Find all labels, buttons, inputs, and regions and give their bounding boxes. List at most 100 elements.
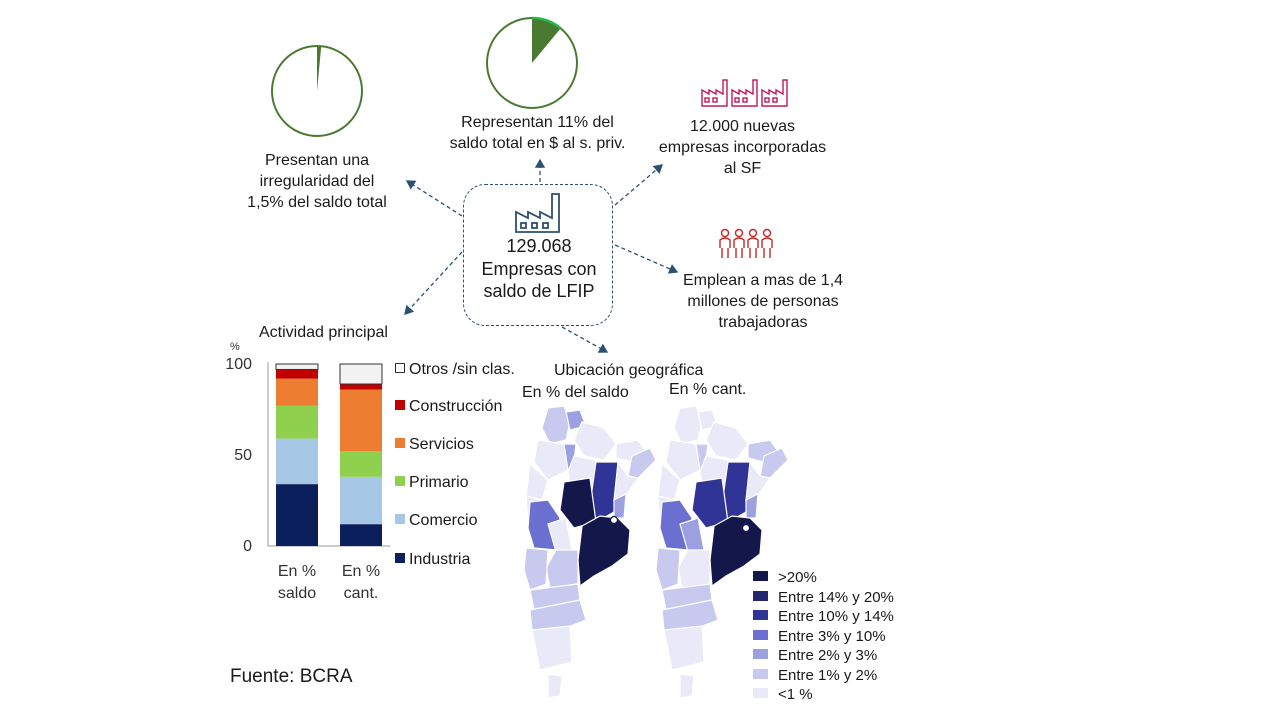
map-saldo-entrerios [613, 492, 627, 519]
map-saldo [523, 405, 657, 699]
map-saldo-north-b [573, 421, 617, 461]
bar-segment-primario [276, 405, 318, 439]
share-text: Representan 11% del saldo total en $ al … [415, 112, 660, 154]
company-count: 129.068 [506, 236, 572, 256]
y-tick-label: 50 [234, 447, 252, 464]
company-count-label: Empresas con saldo de LFIP [464, 258, 614, 302]
map-legend-label: Entre 10% y 14% [778, 608, 894, 625]
map-saldo-neuquen [523, 547, 549, 591]
map-legend-item: >20% [753, 569, 817, 587]
new-line2: empresas incorporadas [658, 139, 827, 156]
irregularity-line1: Presentan una [264, 152, 370, 169]
irregularity-pie-slice [317, 46, 322, 91]
map-saldo-catamarca [533, 439, 569, 481]
bar-segment-industria [340, 524, 382, 546]
map-legend-label: >20% [778, 569, 817, 586]
map-legend-swatch [753, 688, 768, 698]
x-category-label: saldo [278, 585, 316, 602]
center-summary-box: 129.068 Empresas con saldo de LFIP [463, 184, 613, 326]
bar-segment-primario [340, 451, 382, 477]
employ-text: Emplean a mas de 1,4 millones de persona… [668, 270, 858, 333]
legend-item-services: Servicios [395, 435, 474, 455]
arrow-to-new [614, 164, 663, 206]
bar-segment-comercio [340, 476, 382, 525]
arrow-to-activity [404, 251, 463, 315]
bar-segment-servicios [276, 378, 318, 406]
legend-item-primary: Primario [395, 473, 469, 493]
y-tick-label: 100 [225, 356, 252, 373]
map-cant-ne-b [759, 447, 789, 479]
legend-label-services: Servicios [409, 436, 474, 453]
map-saldo-buenosaires [577, 515, 631, 588]
map-legend-item: Entre 2% y 3% [753, 647, 877, 665]
map-cant-neuquen [655, 547, 681, 591]
irregularity-line2: irregularidad del [259, 173, 375, 190]
bar-segment-industria [276, 484, 318, 546]
activity-chart-title: Actividad principal [259, 324, 388, 341]
x-category-label: cant. [344, 585, 379, 602]
irregularity-text: Presentan una irregularidad del 1,5% del… [222, 150, 412, 213]
arrow-to-geo [561, 326, 609, 353]
legend-label-commerce: Comercio [409, 512, 478, 529]
new-companies-text: 12.000 nuevas empresas incorporadas al S… [640, 116, 845, 179]
factories-icon [701, 79, 788, 107]
legend-swatch-commerce [395, 514, 405, 524]
company-label-line1: Empresas con [481, 259, 597, 279]
map-cant-entrerios [745, 492, 759, 519]
map-legend-swatch [753, 649, 768, 659]
map-cant-caba-marker [741, 523, 751, 533]
map-legend-swatch [753, 571, 768, 581]
legend-swatch-construction [395, 400, 405, 410]
legend-label-industry: Industria [409, 551, 471, 568]
legend-label-others: Otros /sin clas. [409, 361, 515, 378]
map-cant-north-b [705, 421, 749, 461]
share-pie-slice [532, 18, 561, 63]
share-line1: Representan 11% del [461, 114, 614, 131]
map-legend-swatch [753, 610, 768, 620]
legend-item-construction: Construcción [395, 397, 502, 417]
map-cant-catamarca [665, 439, 701, 481]
map-cant-buenosaires [709, 515, 763, 588]
map-cant-lapampa [677, 549, 711, 589]
bar-segment-construcci-n [340, 384, 382, 390]
bar-segment-servicios [340, 389, 382, 452]
map-cant-tdf [679, 673, 695, 699]
map-legend-item: Entre 3% y 10% [753, 628, 886, 646]
source-note: Fuente: BCRA [230, 666, 353, 687]
map-legend-swatch [753, 629, 768, 640]
map-saldo-noa [541, 405, 571, 445]
map-legend-swatch [753, 668, 768, 679]
bar-segment-otros-sin-clas- [339, 363, 383, 385]
legend-item-commerce: Comercio [395, 511, 477, 531]
map-legend-item: Entre 1% y 2% [753, 667, 877, 685]
map-legend-item: Entre 10% y 14% [753, 608, 894, 626]
map-legend-label: Entre 2% y 3% [778, 647, 878, 664]
map-legend-label: <1 % [778, 686, 813, 703]
legend-item-others: Otros /sin clas. [395, 360, 515, 380]
share-pie [486, 16, 578, 109]
map-legend-item: <1 % [753, 686, 813, 704]
map-right-subtitle: En % cant. [669, 381, 747, 398]
map-legend-label: Entre 3% y 10% [778, 627, 886, 645]
map-saldo-tdf [547, 673, 563, 699]
map-cant-noa [673, 405, 703, 445]
workers-icon [719, 228, 773, 258]
legend-swatch-others [395, 363, 405, 373]
map-saldo-corrientes [613, 460, 639, 501]
arrow-to-employ [614, 244, 679, 274]
map-legend-label: Entre 14% y 20% [778, 588, 894, 606]
employ-line1: Emplean a mas de 1,4 [682, 272, 844, 289]
map-cant-chubut [661, 599, 719, 631]
irregularity-line3: 1,5% del saldo total [247, 194, 387, 211]
legend-swatch-primary [395, 476, 405, 486]
map-legend-label: Entre 1% y 2% [778, 666, 878, 684]
legend-swatch-services [395, 438, 405, 448]
share-line2: saldo total en $ al s. priv. [449, 135, 626, 152]
employ-line2: millones de personas [687, 293, 839, 310]
map-saldo-caba-marker [609, 515, 619, 525]
share-pie-rim [531, 16, 562, 30]
map-saldo-santacruz [531, 625, 573, 671]
company-label-line2: saldo de LFIP [483, 281, 595, 301]
irregularity-pie [271, 45, 363, 137]
factory-icon [515, 193, 560, 233]
